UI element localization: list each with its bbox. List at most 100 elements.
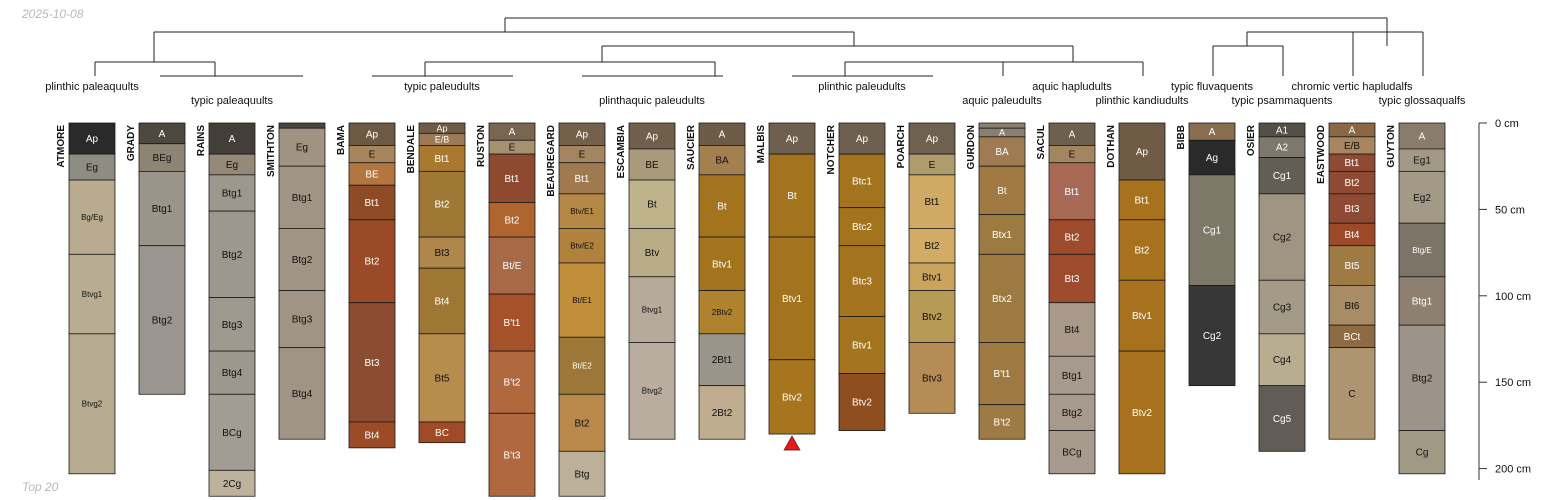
horizon-bt2: [1048, 219, 1096, 255]
horizon-btg3: [278, 290, 326, 349]
horizon-bt1: [558, 162, 606, 195]
profile-beauregard: Ap E Bt1 Btv/E1 Btv/E2 Bt/E1 Bt/E2 Bt2 Btg BEAURE…: [546, 122, 606, 497]
horizon-label: Bt4: [364, 430, 379, 441]
horizon-label: Btg2: [152, 315, 173, 326]
horizon-label: 2Btv2: [712, 308, 733, 317]
horizon-label: E: [509, 143, 516, 154]
horizon-btv-e1: [558, 193, 606, 229]
horizon-b-t1: [978, 342, 1026, 406]
horizon-2cg: [208, 469, 256, 497]
horizon-label: BA: [715, 156, 729, 167]
profile-saucier: A BA Bt Btv1 2Btv2 2Bt1 2Bt2 SAUCIER: [686, 122, 746, 440]
profile-atmore: Ap Eg Bg/Eg Btvg1 Btvg2 ATMORE: [56, 122, 116, 475]
horizon-btvg2: [68, 333, 116, 475]
horizon-label: Ap: [1136, 147, 1149, 158]
profile-name: MALBIS: [756, 125, 767, 164]
horizon-label: 2Bt2: [712, 408, 733, 419]
horizon-label: Btc3: [852, 277, 872, 288]
horizon-c: [1328, 347, 1376, 440]
horizon-b-t1: [488, 293, 536, 352]
horizon-btg1: [138, 170, 186, 247]
horizon-cg2: [1258, 193, 1306, 281]
horizon-eg2: [1398, 170, 1446, 224]
taxon-label: typic paleudults: [404, 81, 480, 93]
horizon-label: A: [999, 128, 1005, 138]
horizon-bt2: [908, 228, 956, 264]
horizon-label: Btg1: [1062, 371, 1083, 382]
horizon-label: BC: [435, 428, 449, 439]
horizon-cg: [1398, 430, 1446, 475]
horizon-btv1: [698, 236, 746, 292]
horizon-btv: [628, 228, 676, 278]
taxon-label: chromic vertic hapludalfs: [1291, 81, 1413, 93]
horizon-label: Btv1: [1132, 311, 1152, 322]
profile-bendale: Ap E/B Bt1 Bt2 Bt3 Bt4 Bt5 BC BENDALE: [406, 122, 466, 444]
profile-name: SMITHTON: [266, 125, 277, 177]
horizon-label: Bt/E: [503, 261, 522, 272]
profile-name: BIBB: [1176, 125, 1187, 149]
profile-name: EASTWOOD: [1316, 125, 1327, 184]
horizon-bcg: [1048, 430, 1096, 475]
dendrogram: [94, 17, 1424, 77]
horizon-ap: [68, 122, 116, 155]
horizon-bt: [978, 165, 1026, 215]
horizon-label: BA: [995, 147, 1009, 158]
profile-name: RUSTON: [476, 125, 487, 167]
horizon-label: A2: [1276, 143, 1289, 154]
horizon-btg3: [208, 297, 256, 352]
horizon-label: E/B: [1344, 141, 1360, 152]
horizon-label: Bt1: [434, 154, 449, 165]
horizon-label: Bt2: [924, 241, 939, 252]
horizon-label: Btc1: [852, 176, 872, 187]
horizon-label: Bt: [717, 201, 727, 212]
taxon-label: typic fluvaquents: [1171, 81, 1253, 93]
axis-tick-label: 0 cm: [1495, 118, 1519, 130]
horizon-label: Bt1: [1134, 195, 1149, 206]
profile-ruston: AE Bt1 Bt2 Bt/E B't1 B't2 B't3 RUSTON: [476, 122, 536, 497]
taxon-label: typic paleaquults: [191, 95, 273, 107]
horizon-label: Ap: [646, 131, 659, 142]
taxon-label: aquic hapludults: [1032, 81, 1112, 93]
horizon-label: A: [509, 127, 516, 138]
horizon-label: BE: [645, 160, 659, 171]
horizon-label: Bt2: [1064, 233, 1079, 244]
horizon-label: Bt3: [1344, 204, 1359, 215]
horizon-label: Bt6: [1344, 301, 1359, 312]
horizon-label: Btg3: [222, 320, 243, 331]
taxon-label: aquic paleudults: [962, 95, 1042, 107]
horizon-bt3: [348, 302, 396, 423]
horizon-label: E/B: [435, 135, 450, 145]
profile-guyton: A Eg1 Eg2 Btg/E Btg1 Btg2 Cg GUYTON: [1386, 122, 1446, 475]
horizon-bt1: [1118, 179, 1166, 221]
horizon-label: Bt3: [364, 358, 379, 369]
horizon-label: Cg2: [1203, 331, 1222, 342]
horizon-label: Bt1: [504, 174, 519, 185]
horizon-label: Btg2: [222, 250, 243, 261]
horizon-label: Btg3: [292, 315, 313, 326]
horizon-bt4: [348, 421, 396, 449]
horizon-btv1: [838, 316, 886, 374]
horizon-label: Bt2: [434, 200, 449, 211]
horizon-ba: [978, 136, 1026, 167]
horizon-label: Bt5: [434, 373, 449, 384]
horizon-bt1: [488, 153, 536, 203]
horizon-label: A: [1069, 130, 1076, 141]
horizon-label: Btg1: [222, 188, 243, 199]
profile-notcher: Ap Btc1 Btc2 Btc3 Btv1 Btv2 NOTCHER: [826, 122, 886, 431]
horizon-label: Cg2: [1273, 233, 1292, 244]
horizon-label: Cg1: [1273, 171, 1292, 182]
profile-name: BAMA: [336, 125, 347, 155]
horizon-label: Bt2: [504, 215, 519, 226]
horizon-btv1: [768, 236, 816, 361]
horizon-label: Btv2: [782, 392, 802, 403]
horizon-btv2: [1118, 350, 1166, 475]
profile-smithton: Eg Btg1 Btg2 Btg3 Btg4 SMITHTON: [266, 122, 326, 440]
horizon-label: Btv1: [712, 259, 732, 270]
horizon-label: Ap: [856, 134, 869, 145]
horizon-label: Bt5: [1344, 261, 1359, 272]
horizon-label: BE: [365, 169, 379, 180]
horizon-label: Cg1: [1203, 226, 1222, 237]
horizon-ap: [1118, 122, 1166, 181]
horizon-bt1: [1048, 162, 1096, 221]
